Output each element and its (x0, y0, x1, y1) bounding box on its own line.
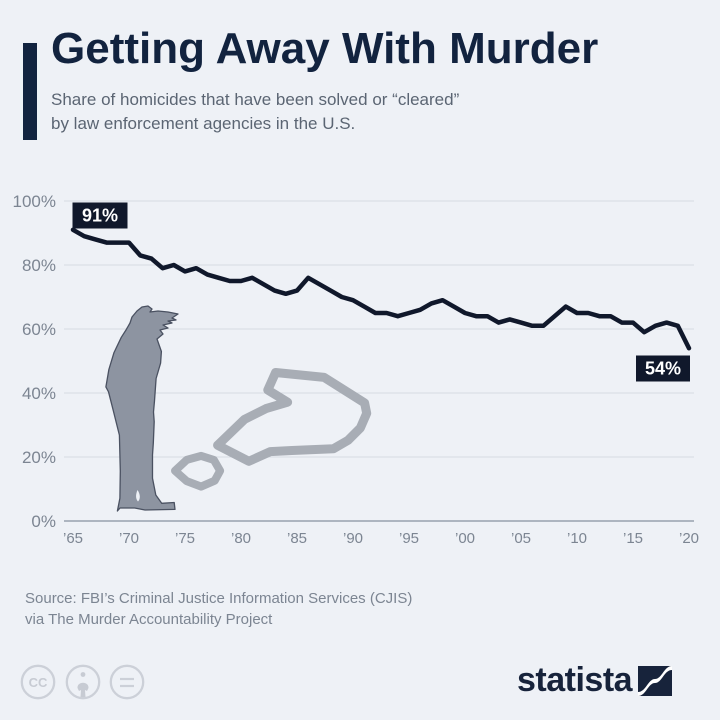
svg-text:CC: CC (29, 675, 48, 690)
